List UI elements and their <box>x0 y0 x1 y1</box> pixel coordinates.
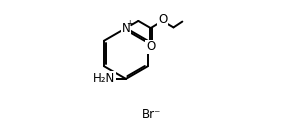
Text: N: N <box>122 22 130 35</box>
Text: H₂N: H₂N <box>93 72 116 85</box>
Text: O: O <box>158 13 168 26</box>
Text: Br⁻: Br⁻ <box>142 108 162 121</box>
Text: O: O <box>146 40 155 53</box>
Text: +: + <box>126 19 133 28</box>
